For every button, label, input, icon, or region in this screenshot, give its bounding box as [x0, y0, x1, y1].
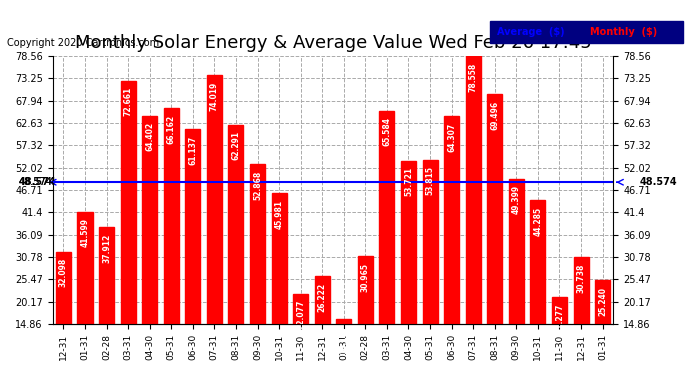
Bar	[509, 179, 524, 375]
Text: 64.402: 64.402	[145, 122, 154, 151]
Text: 52.868: 52.868	[253, 171, 262, 200]
Bar	[250, 164, 265, 375]
Text: 62.291: 62.291	[231, 131, 240, 160]
Text: 48.574: 48.574	[640, 177, 677, 187]
Bar	[466, 56, 481, 375]
Bar	[121, 81, 136, 375]
Bar	[401, 160, 416, 375]
Text: 65.584: 65.584	[382, 117, 391, 146]
Bar	[380, 111, 395, 375]
Bar	[164, 108, 179, 375]
Bar	[56, 252, 71, 375]
Bar	[358, 256, 373, 375]
Bar	[293, 294, 308, 375]
Bar	[487, 94, 502, 375]
Bar	[272, 193, 286, 375]
Text: 45.981: 45.981	[275, 200, 284, 228]
Text: 30.965: 30.965	[361, 262, 370, 292]
Bar	[142, 116, 157, 375]
Text: 25.240: 25.240	[598, 286, 607, 316]
Text: 41.599: 41.599	[81, 218, 90, 247]
Text: Average  ($): Average ($)	[497, 27, 564, 37]
Text: 64.307: 64.307	[447, 122, 456, 152]
Text: 16.107: 16.107	[339, 325, 348, 354]
Bar	[99, 227, 114, 375]
Title: Monthly Solar Energy & Average Value Wed Feb 26 17:45: Monthly Solar Energy & Average Value Wed…	[75, 34, 591, 52]
Text: 66.162: 66.162	[167, 114, 176, 144]
Bar	[573, 257, 589, 375]
Text: 48.574: 48.574	[19, 177, 52, 187]
Bar	[531, 200, 546, 375]
Text: 44.285: 44.285	[533, 207, 542, 236]
Text: 49.399: 49.399	[512, 185, 521, 214]
Text: 69.496: 69.496	[491, 100, 500, 130]
Bar	[444, 116, 459, 375]
Text: 78.558: 78.558	[469, 62, 477, 92]
Bar	[315, 276, 330, 375]
Text: 72.661: 72.661	[124, 87, 132, 117]
Text: 22.077: 22.077	[296, 300, 305, 329]
Bar	[185, 129, 200, 375]
Bar	[595, 280, 610, 375]
Text: 21.277: 21.277	[555, 303, 564, 333]
Bar	[336, 319, 351, 375]
Text: 48.574: 48.574	[19, 177, 57, 187]
Bar	[228, 124, 244, 375]
Text: 32.098: 32.098	[59, 258, 68, 287]
Text: 53.815: 53.815	[426, 166, 435, 195]
Text: Monthly  ($): Monthly ($)	[590, 27, 657, 37]
Text: 37.912: 37.912	[102, 233, 111, 262]
Bar	[77, 211, 92, 375]
Bar	[422, 160, 437, 375]
Text: 48.574: 48.574	[19, 177, 52, 187]
Text: 53.721: 53.721	[404, 167, 413, 196]
Text: 74.019: 74.019	[210, 81, 219, 111]
Text: 61.137: 61.137	[188, 136, 197, 165]
Bar	[207, 75, 222, 375]
Bar	[552, 297, 567, 375]
Text: 30.738: 30.738	[577, 264, 586, 293]
Text: 26.222: 26.222	[317, 282, 327, 312]
Text: Copyright 2020 Cartronics.com: Copyright 2020 Cartronics.com	[7, 38, 159, 48]
